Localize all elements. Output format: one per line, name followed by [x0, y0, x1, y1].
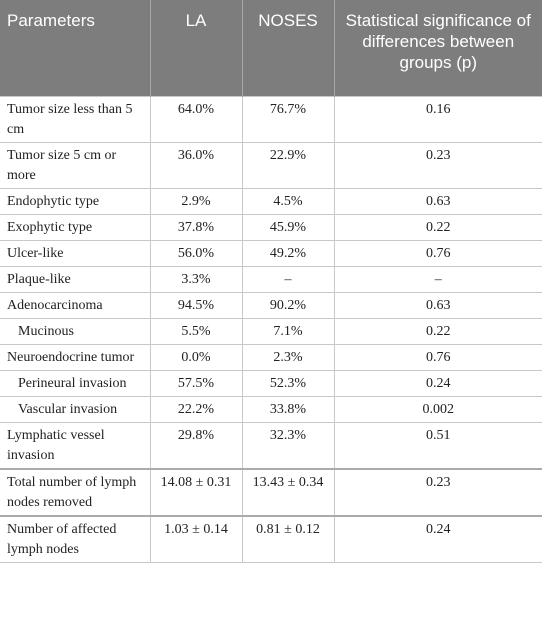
- comparison-table: Parameters LA NOSES Statistical signific…: [0, 0, 542, 563]
- table-row: Mucinous 5.5% 7.1% 0.22: [0, 317, 542, 344]
- table-row: Vascular invasion 22.2% 33.8% 0.002: [0, 395, 542, 422]
- header-row: Parameters LA NOSES Statistical signific…: [0, 0, 542, 96]
- header-noses: NOSES: [241, 0, 334, 96]
- row-parameter: Number of affected lymph nodes: [0, 514, 150, 563]
- row-noses-value: 33.8%: [241, 395, 334, 422]
- table-row: Ulcer-like 56.0% 49.2% 0.76: [0, 239, 542, 266]
- table-row: Number of affected lymph nodes 1.03 ± 0.…: [0, 514, 542, 563]
- row-parameter: Exophytic type: [0, 213, 150, 240]
- row-noses-value: 76.7%: [241, 95, 334, 142]
- table-header: Parameters LA NOSES Statistical signific…: [0, 0, 542, 96]
- row-p-value: 0.63: [333, 187, 542, 214]
- row-la-value: 2.9%: [149, 187, 242, 214]
- row-la-value: 94.5%: [149, 291, 242, 318]
- row-parameter: Endophytic type: [0, 187, 150, 214]
- row-la-value: 37.8%: [149, 213, 242, 240]
- row-la-value: 14.08 ± 0.31: [149, 467, 242, 516]
- row-p-value: –: [333, 265, 542, 292]
- header-la: LA: [149, 0, 242, 96]
- row-noses-value: 4.5%: [241, 187, 334, 214]
- table-body: Tumor size less than 5 cm 64.0% 76.7% 0.…: [0, 95, 542, 563]
- row-p-value: 0.24: [333, 369, 542, 396]
- table-row: Neuroendocrine tumor 0.0% 2.3% 0.76: [0, 343, 542, 370]
- row-la-value: 22.2%: [149, 395, 242, 422]
- row-la-value: 0.0%: [149, 343, 242, 370]
- row-noses-value: 45.9%: [241, 213, 334, 240]
- row-la-value: 64.0%: [149, 95, 242, 142]
- table-row: Adenocarcinoma 94.5% 90.2% 0.63: [0, 291, 542, 318]
- row-parameter: Tumor size less than 5 cm: [0, 95, 150, 142]
- row-la-value: 5.5%: [149, 317, 242, 344]
- row-noses-value: 49.2%: [241, 239, 334, 266]
- row-parameter: Adenocarcinoma: [0, 291, 150, 318]
- row-noses-value: 32.3%: [241, 421, 334, 469]
- row-parameter: Mucinous: [0, 317, 150, 344]
- row-la-value: 56.0%: [149, 239, 242, 266]
- row-la-value: 1.03 ± 0.14: [149, 514, 242, 563]
- row-parameter: Lymphatic vessel invasion: [0, 421, 150, 469]
- row-parameter: Total number of lymph nodes removed: [0, 467, 150, 516]
- row-parameter: Perineural invasion: [0, 369, 150, 396]
- row-la-value: 29.8%: [149, 421, 242, 469]
- row-noses-value: –: [241, 265, 334, 292]
- row-noses-value: 0.81 ± 0.12: [241, 514, 334, 563]
- header-parameters: Parameters: [0, 0, 150, 96]
- table-row: Plaque-like 3.3% – –: [0, 265, 542, 292]
- row-p-value: 0.23: [333, 467, 542, 516]
- row-p-value: 0.22: [333, 213, 542, 240]
- row-noses-value: 2.3%: [241, 343, 334, 370]
- row-noses-value: 13.43 ± 0.34: [241, 467, 334, 516]
- table-row: Lymphatic vessel invasion 29.8% 32.3% 0.…: [0, 421, 542, 469]
- row-p-value: 0.16: [333, 95, 542, 142]
- row-parameter: Vascular invasion: [0, 395, 150, 422]
- row-p-value: 0.22: [333, 317, 542, 344]
- row-noses-value: 7.1%: [241, 317, 334, 344]
- row-parameter: Plaque-like: [0, 265, 150, 292]
- row-la-value: 57.5%: [149, 369, 242, 396]
- row-parameter: Ulcer-like: [0, 239, 150, 266]
- table-row: Endophytic type 2.9% 4.5% 0.63: [0, 187, 542, 214]
- row-noses-value: 22.9%: [241, 141, 334, 188]
- row-p-value: 0.76: [333, 239, 542, 266]
- table-row: Total number of lymph nodes removed 14.0…: [0, 467, 542, 516]
- row-p-value: 0.002: [333, 395, 542, 422]
- table-row: Tumor size 5 cm or more 36.0% 22.9% 0.23: [0, 141, 542, 188]
- row-la-value: 3.3%: [149, 265, 242, 292]
- row-noses-value: 52.3%: [241, 369, 334, 396]
- row-p-value: 0.63: [333, 291, 542, 318]
- row-noses-value: 90.2%: [241, 291, 334, 318]
- row-p-value: 0.51: [333, 421, 542, 469]
- row-la-value: 36.0%: [149, 141, 242, 188]
- header-significance: Statistical significance of differences …: [333, 0, 542, 96]
- table-row: Exophytic type 37.8% 45.9% 0.22: [0, 213, 542, 240]
- row-parameter: Neuroendocrine tumor: [0, 343, 150, 370]
- row-p-value: 0.23: [333, 141, 542, 188]
- row-p-value: 0.76: [333, 343, 542, 370]
- table-row: Perineural invasion 57.5% 52.3% 0.24: [0, 369, 542, 396]
- row-parameter: Tumor size 5 cm or more: [0, 141, 150, 188]
- table-row: Tumor size less than 5 cm 64.0% 76.7% 0.…: [0, 95, 542, 142]
- row-p-value: 0.24: [333, 514, 542, 563]
